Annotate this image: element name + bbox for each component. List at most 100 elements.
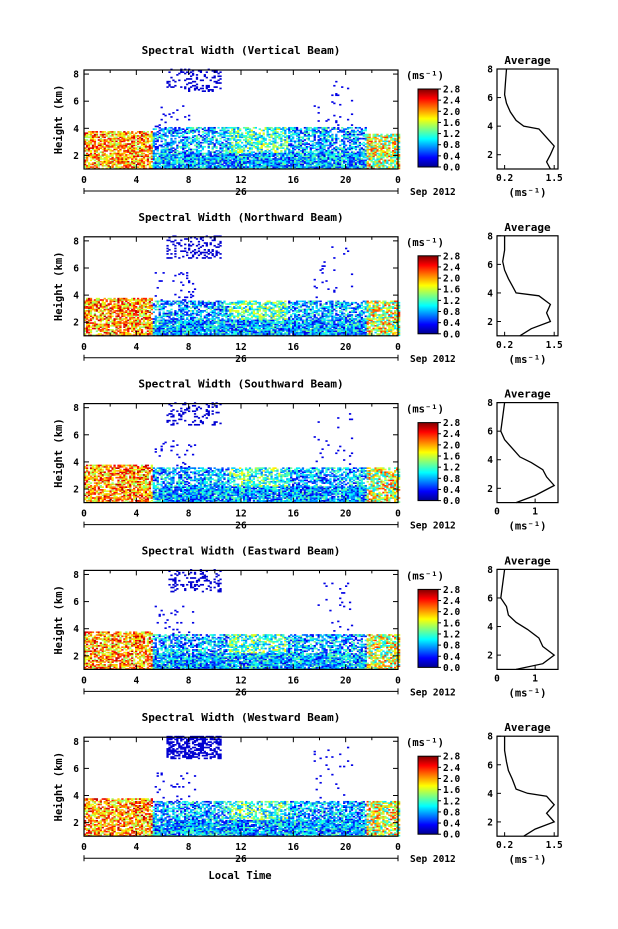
average-frame: [497, 69, 558, 169]
x-tick-label: 4: [133, 509, 139, 520]
colorbar: [418, 756, 438, 834]
panel-2: Spectral Width (Northward Beam)0 4 8 12 16 20…: [53, 211, 563, 366]
average-x-tick-label: 0.2: [496, 340, 513, 351]
heatmap-cells: [84, 569, 400, 670]
colorbar-tick-label: 1.6: [443, 618, 460, 629]
colorbar-tick-label: 0.4: [443, 151, 460, 162]
panel-title: Spectral Width (Eastward Beam): [142, 544, 341, 557]
average-x-tick-label: 0: [494, 507, 500, 518]
x-tick-label: 16: [288, 509, 300, 520]
colorbar-tick-label: 0.4: [443, 318, 460, 329]
colorbar: [418, 89, 438, 167]
y-axis-label: Height (km): [53, 585, 65, 655]
x-tick-label: 8: [186, 175, 192, 186]
average-y-tick-label: 4: [487, 622, 493, 633]
x-tick-label: 0: [81, 842, 87, 853]
colorbar-unit: (ms⁻¹): [406, 737, 444, 749]
average-title: Average: [504, 388, 551, 401]
colorbar-tick-label: 0.0: [443, 830, 460, 841]
colorbar-tick-label: 1.6: [443, 118, 460, 129]
colorbar-tick-label: 2.8: [443, 251, 460, 262]
x-tick-label: 16: [288, 842, 300, 853]
average-y-tick-label: 2: [487, 317, 493, 328]
colorbar-tick-label: 0.8: [443, 140, 460, 151]
average-profile-line: [505, 69, 555, 169]
average-y-tick-label: 2: [487, 484, 493, 495]
colorbar-tick-label: 0.4: [443, 485, 460, 496]
x-tick-label: 0: [81, 175, 87, 186]
average-title: Average: [504, 54, 551, 67]
y-axis-label: Height (km): [53, 252, 65, 322]
average-x-axis-label: (ms⁻¹): [509, 187, 547, 199]
average-y-tick-label: 2: [487, 150, 493, 161]
y-tick-label: 8: [73, 737, 79, 748]
heatmap-cells: [84, 69, 400, 170]
colorbar-tick-label: 2.0: [443, 107, 460, 118]
colorbar-tick-label: 2.0: [443, 440, 460, 451]
y-tick-label: 4: [73, 624, 79, 635]
average-profile-line: [503, 236, 551, 336]
x-tick-label: 16: [288, 342, 300, 353]
day-label: 26: [235, 354, 247, 365]
day-label: 26: [235, 187, 247, 198]
average-y-tick-label: 6: [487, 760, 493, 771]
panel-5: Spectral Width (Westward Beam)0 4 8 12 16 20 0…: [53, 711, 563, 866]
date-label: Sep 2012: [410, 687, 456, 698]
y-tick-label: 2: [73, 818, 79, 829]
y-tick-label: 4: [73, 791, 79, 802]
colorbar-tick-label: 1.6: [443, 785, 460, 796]
day-label: 26: [235, 521, 247, 532]
colorbar-tick-label: 1.2: [443, 129, 460, 140]
colorbar-tick-label: 0.8: [443, 474, 460, 485]
date-label: Sep 2012: [410, 854, 456, 865]
panel-title: Spectral Width (Southward Beam): [138, 378, 343, 391]
colorbar-unit: (ms⁻¹): [406, 570, 444, 582]
y-tick-label: 4: [73, 124, 79, 135]
average-y-tick-label: 4: [487, 789, 493, 800]
colorbar: [418, 423, 438, 501]
average-y-tick-label: 6: [487, 93, 493, 104]
average-profile-line: [505, 736, 555, 836]
colorbar-tick-label: 0.0: [443, 329, 460, 340]
average-x-tick-label: 1.5: [546, 840, 563, 851]
x-tick-label: 20: [340, 175, 352, 186]
colorbar-tick-label: 2.4: [443, 429, 460, 440]
colorbar-tick-label: 1.2: [443, 796, 460, 807]
average-frame: [497, 569, 558, 669]
date-label: Sep 2012: [410, 187, 456, 198]
average-y-tick-label: 2: [487, 651, 493, 662]
x-tick-label: 12: [235, 842, 246, 853]
y-tick-label: 6: [73, 597, 79, 608]
y-tick-label: 2: [73, 151, 79, 162]
colorbar-tick-label: 0.0: [443, 496, 460, 507]
average-y-tick-label: 6: [487, 593, 493, 604]
spectral-width-figure: Spectral Width (Vertical Beam)0 4 8 12 16 20 0…: [0, 0, 618, 929]
colorbar-tick-label: 2.4: [443, 262, 460, 273]
colorbar: [418, 256, 438, 334]
x-tick-label: 16: [288, 675, 300, 686]
panel-1: Spectral Width (Vertical Beam)0 4 8 12 16 20 0…: [53, 44, 563, 199]
x-tick-label: 4: [133, 675, 139, 686]
colorbar-tick-label: 2.0: [443, 274, 460, 285]
average-profile-line: [501, 403, 554, 503]
colorbar-tick-label: 2.0: [443, 774, 460, 785]
x-tick-label: 8: [186, 675, 192, 686]
colorbar-tick-label: 0.0: [443, 663, 460, 674]
x-tick-label: 4: [133, 175, 139, 186]
y-tick-label: 8: [73, 70, 79, 81]
x-tick-label: 0: [81, 342, 87, 353]
colorbar-tick-label: 0.8: [443, 641, 460, 652]
average-x-tick-label: 1.5: [546, 340, 563, 351]
average-y-tick-label: 4: [487, 455, 493, 466]
colorbar-tick-label: 2.8: [443, 585, 460, 596]
x-tick-label: 0: [395, 842, 401, 853]
average-x-tick-label: 0: [494, 673, 500, 684]
colorbar-tick-label: 0.4: [443, 652, 460, 663]
y-tick-label: 4: [73, 457, 79, 468]
average-x-axis-label: (ms⁻¹): [509, 854, 547, 866]
x-tick-label: 12: [235, 342, 246, 353]
y-axis-label: Height (km): [53, 752, 65, 822]
colorbar-tick-label: 2.0: [443, 607, 460, 618]
y-tick-label: 2: [73, 651, 79, 662]
average-x-tick-label: 1: [532, 673, 538, 684]
